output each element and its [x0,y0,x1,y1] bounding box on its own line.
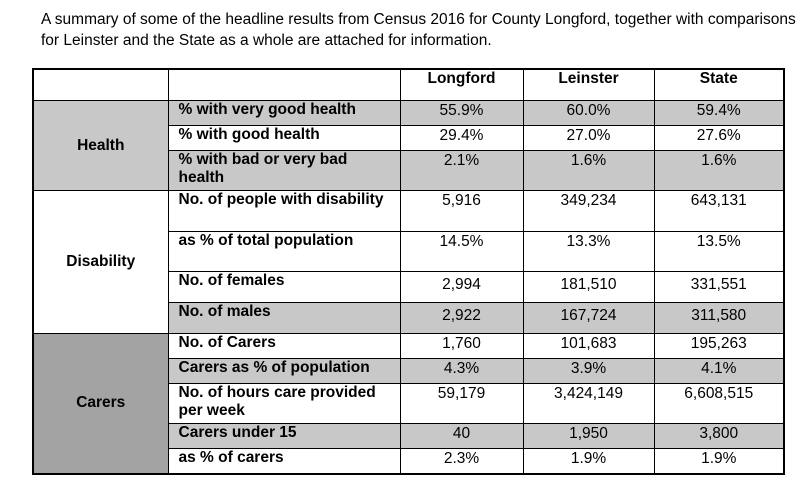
cell-leinster: 27.0% [522,125,655,151]
column-header-longford: Longford [399,68,524,101]
group-label-disability: Disability [32,190,169,334]
cell-state: 4.1% [653,358,785,384]
cell-leinster: 1,950 [522,423,655,449]
cell-longford: 59,179 [399,383,524,424]
cell-state: 1.9% [653,448,785,474]
cell-longford: 4.3% [399,358,524,384]
table-row: % with good health 29.4% 27.0% 27.6% [33,125,785,151]
cell-longford: 2.1% [399,150,524,191]
row-label: as % of carers [167,448,401,474]
cell-leinster: 349,234 [522,190,655,232]
cell-longford: 5,916 [399,190,524,232]
cell-state: 311,580 [653,302,785,334]
header-blank-2 [167,68,401,101]
cell-leinster: 60.0% [522,100,655,126]
cell-longford: 29.4% [399,125,524,151]
row-label: as % of total population [167,231,401,272]
row-label: % with very good health [167,100,401,126]
cell-state: 27.6% [653,125,785,151]
cell-state: 3,800 [653,423,785,449]
cell-state: 59.4% [653,100,785,126]
column-header-leinster: Leinster [522,68,655,101]
row-label: No. of people with disability [167,190,401,232]
group-label-health: Health [32,100,169,191]
cell-state: 643,131 [653,190,785,232]
cell-leinster: 181,510 [522,271,655,303]
row-label: Carers as % of population [167,358,401,384]
cell-leinster: 167,724 [522,302,655,334]
row-label: No. of males [167,302,401,334]
cell-longford: 2,994 [399,271,524,303]
cell-state: 1.6% [653,150,785,191]
cell-leinster: 1.9% [522,448,655,474]
row-label: No. of hours care provided per week [167,383,401,424]
cell-longford: 40 [399,423,524,449]
row-label: No. of females [167,271,401,303]
group-label-carers: Carers [32,333,169,474]
cell-state: 6,608,515 [653,383,785,424]
column-header-state: State [653,68,785,101]
cell-state: 331,551 [653,271,785,303]
cell-leinster: 1.6% [522,150,655,191]
row-label: Carers under 15 [167,423,401,449]
cell-longford: 2.3% [399,448,524,474]
table-row: Health % with very good health 55.9% 60.… [32,100,785,191]
row-label: % with bad or very bad health [167,150,401,191]
cell-leinster: 3.9% [522,358,655,384]
table-header-row: Longford Leinster State [32,68,785,101]
row-label: No. of Carers [167,333,401,359]
cell-leinster: 13.3% [522,231,655,272]
census-summary-table: Longford Leinster State Health % with ve… [32,68,785,475]
intro-paragraph: A summary of some of the headline result… [41,11,796,49]
cell-longford: 55.9% [399,100,524,126]
row-label: % with good health [167,125,401,151]
cell-leinster: 3,424,149 [522,383,655,424]
table-row: Carers No. of Carers 1,760 101,683 195,2… [32,333,785,474]
cell-leinster: 101,683 [522,333,655,359]
cell-longford: 2,922 [399,302,524,334]
cell-state: 195,263 [653,333,785,359]
cell-longford: 1,760 [399,333,524,359]
cell-longford: 14.5% [399,231,524,272]
table-row: Disability No. of people with disability… [32,190,785,334]
header-blank [32,68,169,101]
cell-state: 13.5% [653,231,785,272]
